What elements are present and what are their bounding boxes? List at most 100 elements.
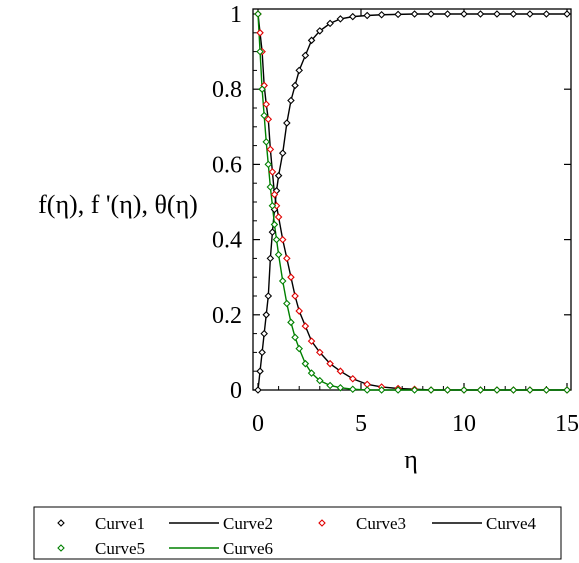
tick-labels: 0 5 10 15 0 0.2 0.4 0.6 0.8 1 [212, 2, 579, 437]
curve1-point [509, 10, 518, 18]
curve5-point [256, 47, 264, 56]
curve1-point [410, 10, 419, 18]
curve1-point [262, 311, 271, 319]
curve5-point [526, 386, 534, 394]
curve3-point [256, 29, 264, 37]
curve5-point [258, 85, 266, 93]
curve5-point [274, 250, 283, 259]
curve5-point [307, 369, 316, 377]
curve1-markers [254, 10, 571, 394]
y-tick-label: 1 [230, 2, 242, 28]
curve3-point [270, 190, 279, 199]
y-tick-label: 0.2 [212, 303, 242, 329]
legend-item-curve6: Curve6 [169, 539, 273, 558]
curve5-point [264, 160, 273, 169]
legend-item-curve1: Curve1 [57, 514, 145, 533]
curve1-point [266, 254, 275, 263]
curve1-point [336, 15, 345, 23]
legend-item-curve5: Curve5 [57, 539, 145, 558]
legend-label: Curve2 [223, 514, 273, 533]
curve5-point [394, 386, 402, 394]
curve3-point [336, 367, 345, 375]
curve3-point [283, 254, 291, 263]
x-tick-label: 5 [355, 411, 367, 437]
curve1-point [476, 10, 485, 18]
curve1-point [274, 171, 283, 180]
legend-item-curve4: Curve4 [432, 514, 537, 533]
curve5-point [348, 385, 357, 394]
curve5-point [291, 333, 299, 342]
curve1-point [443, 10, 452, 18]
legend-diamond-swatch [57, 544, 65, 552]
curve5-point [443, 386, 452, 394]
curve5-point [563, 386, 571, 394]
curve1-point [427, 10, 435, 18]
curve1-point [260, 329, 268, 338]
curve5-point [262, 138, 271, 146]
curve5-point [509, 386, 518, 394]
curve3-point [266, 145, 275, 154]
curve1-point [256, 367, 264, 375]
curve1-point [460, 10, 468, 18]
curve1-point [283, 119, 291, 127]
curve3-point [278, 235, 287, 244]
legend-diamond-swatch [57, 519, 65, 527]
curve1-point [295, 66, 303, 75]
legend-label: Curve1 [95, 514, 145, 533]
curve3-point [307, 337, 316, 345]
legend: Curve1 Curve2 Curve3 Curve4 Curve5 Curve6 [33, 506, 562, 560]
curve3-point [348, 374, 357, 383]
curve1-point [264, 292, 273, 300]
legend-label: Curve5 [95, 539, 145, 558]
y-tick-label: 0.8 [212, 77, 242, 103]
curve3-point [274, 213, 283, 221]
curve1-point [563, 10, 571, 18]
curve5-point [268, 201, 277, 210]
curve3-point [295, 307, 303, 315]
curve5-point [272, 235, 281, 244]
y-axis-label: f(η), f '(η), θ(η) [38, 190, 198, 219]
curve3-point [264, 115, 273, 124]
legend-item-curve3: Curve3 [318, 514, 406, 533]
curve3-markers [254, 10, 571, 394]
curve5-point [287, 318, 295, 327]
x-tick-label: 15 [555, 411, 579, 437]
legend-label: Curve4 [486, 514, 537, 533]
curve1-point [291, 81, 299, 90]
curve3-point [268, 168, 277, 176]
curve1-point [542, 10, 551, 18]
curve5-point [316, 376, 324, 385]
curve5-point [377, 386, 386, 394]
curve5-point [493, 386, 501, 394]
curve1-point [493, 10, 501, 18]
curve1-point [394, 10, 402, 19]
curve1-point [278, 149, 287, 157]
curve5-point [254, 10, 262, 18]
curve5-point [410, 386, 419, 394]
y-tick-label: 0 [230, 378, 242, 404]
curve1-point [307, 36, 316, 45]
curve3-point [287, 273, 295, 281]
x-tick-label: 10 [452, 411, 476, 437]
curve5-point [301, 359, 310, 368]
curve1-point [526, 10, 534, 18]
legend-diamond-swatch [318, 519, 326, 527]
x-axis-label: η [404, 445, 418, 474]
curve1-point [316, 27, 324, 35]
legend-label: Curve6 [223, 539, 273, 558]
curve1-point [258, 348, 266, 357]
curve6-line [257, 13, 567, 391]
curve1-point [254, 386, 262, 394]
curve3-point [301, 322, 310, 330]
curve5-point [260, 111, 268, 120]
legend-item-curve2: Curve2 [169, 514, 273, 533]
curve5-point [326, 381, 334, 390]
legend-label: Curve3 [356, 514, 406, 533]
curve5-point [266, 183, 275, 191]
y-tick-label: 0.4 [212, 228, 242, 254]
plot-series [254, 10, 571, 394]
curve1-point [326, 19, 334, 28]
curve5-point [336, 383, 345, 392]
curve5-point [542, 386, 551, 394]
